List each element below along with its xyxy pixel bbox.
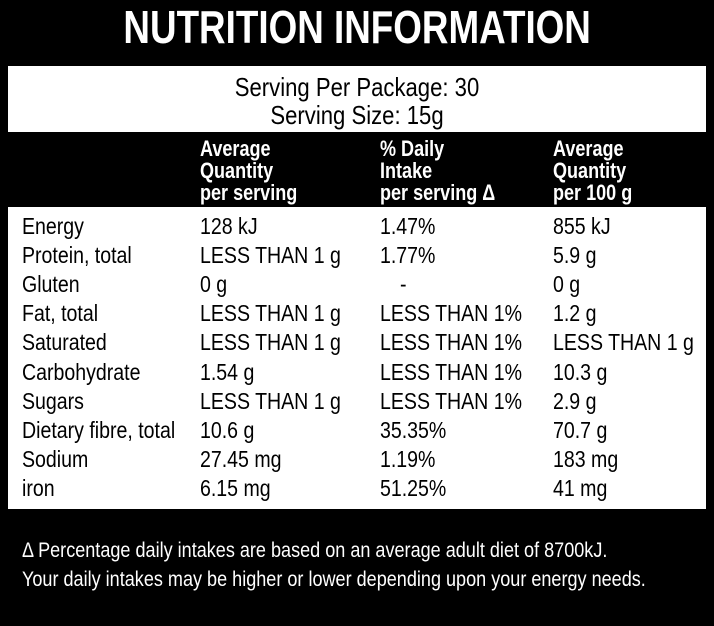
cell: 0 g xyxy=(553,271,581,298)
cell: LESS THAN 1% xyxy=(380,329,522,356)
column-header: per serving xyxy=(200,180,298,205)
row-label: Gluten xyxy=(22,271,80,298)
title: NUTRITION INFORMATION xyxy=(123,1,591,53)
row-label: Sodium xyxy=(22,445,89,472)
serving-line: Serving Per Package: 30 xyxy=(234,72,480,102)
column-header: per 100 g xyxy=(553,180,633,205)
cell: 183 mg xyxy=(553,445,619,472)
cell: LESS THAN 1 g xyxy=(200,242,341,269)
cell: LESS THAN 1 g xyxy=(200,329,341,356)
row-label: iron xyxy=(22,474,55,501)
cell: 6.15 mg xyxy=(200,474,271,501)
cell: LESS THAN 1 g xyxy=(200,300,341,327)
serving-line: Serving Size: 15g xyxy=(270,100,444,130)
cell: 10.6 g xyxy=(200,416,255,443)
column-header: Intake xyxy=(380,158,433,183)
title-wrap: NUTRITION INFORMATION xyxy=(0,0,714,54)
cell: 1.19% xyxy=(380,445,436,472)
cell: 1.47% xyxy=(380,213,436,239)
table-box xyxy=(8,207,706,509)
cell: LESS THAN 1 g xyxy=(200,387,341,414)
column-header: per serving Δ xyxy=(380,180,496,205)
cell: 41 mg xyxy=(553,474,608,501)
cell: 51.25% xyxy=(380,474,447,501)
column-header: Average xyxy=(553,136,624,161)
cell: 70.7 g xyxy=(553,416,608,443)
row-label: Protein, total xyxy=(22,242,132,269)
row-label: Sugars xyxy=(22,387,84,414)
row-label: Carbohydrate xyxy=(22,358,141,385)
cell: 0 g xyxy=(200,271,228,298)
footnote: Δ Percentage daily intakes are based on … xyxy=(22,539,608,562)
cell: LESS THAN 1 g xyxy=(553,329,694,356)
row-label: Energy xyxy=(22,213,84,239)
serving-box xyxy=(8,66,706,132)
cell: - xyxy=(400,271,407,298)
row-label: Fat, total xyxy=(22,300,99,327)
cell: 35.35% xyxy=(380,416,447,443)
column-header: Quantity xyxy=(200,158,274,183)
cell: LESS THAN 1% xyxy=(380,300,522,327)
cell: 1.77% xyxy=(380,242,436,269)
cell: 10.3 g xyxy=(553,358,608,385)
cell: 2.9 g xyxy=(553,387,597,414)
cell: LESS THAN 1% xyxy=(380,358,522,385)
column-header: Quantity xyxy=(553,158,627,183)
cell: 1.54 g xyxy=(200,358,255,385)
column-header: Average xyxy=(200,136,271,161)
cell: 128 kJ xyxy=(200,213,258,239)
row-label: Saturated xyxy=(22,329,107,356)
footnote: Your daily intakes may be higher or lowe… xyxy=(22,568,646,591)
column-header: % Daily xyxy=(380,136,445,161)
cell: 5.9 g xyxy=(553,242,597,269)
row-label: Dietary fibre, total xyxy=(22,416,176,443)
cell: LESS THAN 1% xyxy=(380,387,522,414)
cell: 27.45 mg xyxy=(200,445,282,472)
cell: 1.2 g xyxy=(553,300,597,327)
cell: 855 kJ xyxy=(553,213,611,239)
